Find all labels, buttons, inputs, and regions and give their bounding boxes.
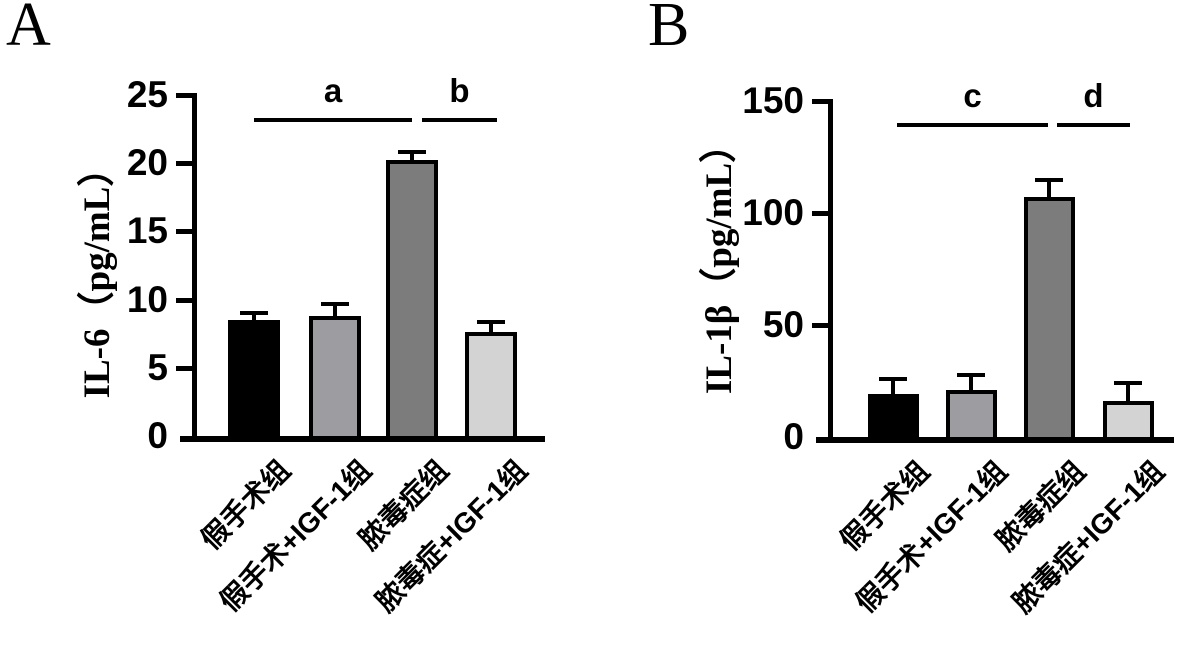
y-tick-label: 10 <box>126 278 168 320</box>
y-axis-title: IL-1β（pg/mL） <box>699 125 740 395</box>
significance-line-d <box>1057 123 1130 127</box>
y-tick-mark <box>176 93 197 98</box>
error-bar-stem <box>1047 181 1051 208</box>
error-bar-cap <box>398 149 426 154</box>
y-tick-mark <box>176 229 197 235</box>
error-bar-stem <box>891 381 895 405</box>
bar-group-4 <box>465 332 517 436</box>
bar-group-2 <box>309 315 361 436</box>
y-axis-line <box>828 99 833 443</box>
y-tick-label: 100 <box>742 192 804 233</box>
y-tick-label: 150 <box>742 80 804 121</box>
error-bar-cap <box>879 377 907 381</box>
x-axis-line <box>180 436 545 442</box>
y-tick-label: 15 <box>126 210 168 252</box>
y-tick-label: 20 <box>126 142 168 184</box>
significance-label-a: a <box>323 72 343 109</box>
x-axis-line <box>816 437 1174 443</box>
y-tick-label: 0 <box>147 415 168 456</box>
panel-label-b: B <box>648 0 690 59</box>
error-bar-cap <box>477 320 505 325</box>
error-bar-cap <box>957 372 985 377</box>
y-tick-mark <box>812 99 833 104</box>
bar-group-1 <box>228 320 280 436</box>
y-tick-mark <box>812 323 833 328</box>
error-bar-stem <box>1126 385 1130 412</box>
y-tick-label: 50 <box>762 304 804 345</box>
y-tick-label: 25 <box>126 74 168 115</box>
error-bar-cap <box>321 302 349 307</box>
significance-line-c <box>897 123 1048 127</box>
y-tick-mark <box>176 297 197 303</box>
significance-label-b: b <box>449 72 470 109</box>
y-tick-mark <box>176 365 197 371</box>
y-tick-mark <box>176 161 197 167</box>
y-axis-line <box>192 93 197 442</box>
y-tick-label: 0 <box>783 416 804 457</box>
error-bar-stem <box>969 376 973 400</box>
y-tick-mark <box>812 211 833 216</box>
error-bar-cap <box>1114 381 1142 386</box>
error-bar-cap <box>240 310 268 315</box>
bar-group-2 <box>945 389 997 437</box>
significance-line-a <box>254 118 412 122</box>
bar-group-3 <box>1023 197 1075 437</box>
error-bar-cap <box>1035 177 1063 182</box>
y-tick-label: 5 <box>147 346 168 388</box>
significance-label-d: d <box>1083 77 1104 114</box>
bar-group-1 <box>867 394 919 437</box>
bar-group-3 <box>386 160 438 436</box>
panel-label-a: A <box>6 0 51 59</box>
bar-group-4 <box>1102 401 1154 437</box>
significance-line-b <box>422 118 497 122</box>
significance-label-c: c <box>963 77 982 114</box>
